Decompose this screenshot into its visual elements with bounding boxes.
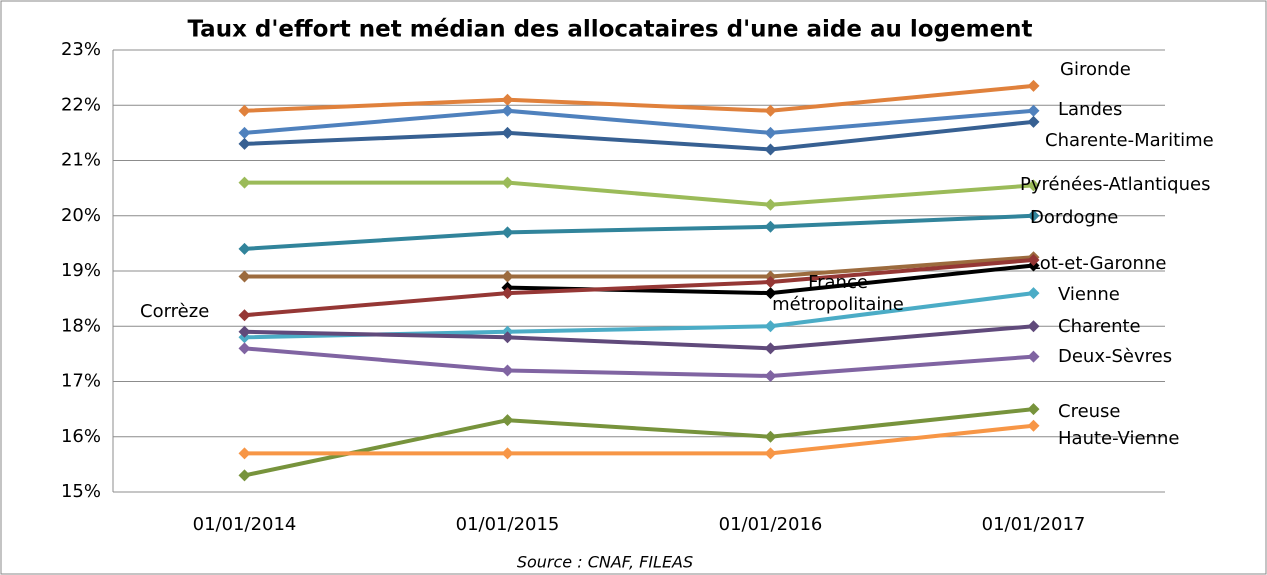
y-tick-label: 21%: [61, 150, 101, 171]
marker: [764, 220, 777, 233]
series-label: France métropolitaine: [772, 272, 904, 315]
marker: [501, 287, 514, 300]
marker: [501, 414, 514, 427]
y-tick-label: 15%: [61, 481, 101, 502]
y-tick-label: 18%: [61, 315, 101, 336]
series-line: [244, 255, 1034, 279]
marker: [238, 104, 251, 117]
series-label: Creuse: [1058, 401, 1121, 422]
marker: [764, 447, 777, 460]
marker: [501, 226, 514, 239]
marker: [238, 342, 251, 355]
marker: [1027, 179, 1040, 192]
series-label: Vienne: [1058, 284, 1120, 305]
marker: [1027, 79, 1040, 92]
marker: [1027, 350, 1040, 363]
marker: [1027, 115, 1040, 128]
marker: [764, 369, 777, 382]
source: Source : CNAF, FILEAS: [517, 553, 693, 572]
marker: [501, 364, 514, 377]
marker: [764, 198, 777, 211]
y-tick-label: 20%: [61, 205, 101, 226]
marker: [764, 104, 777, 117]
y-tick-label: 17%: [61, 371, 101, 392]
marker: [764, 287, 777, 300]
marker: [238, 176, 251, 189]
y-tick-label: 19%: [61, 260, 101, 281]
marker: [501, 331, 514, 344]
marker: [764, 320, 777, 333]
series-label: Pyrénées-Atlantiques: [1020, 174, 1210, 195]
series-line: [244, 257, 1034, 318]
marker: [238, 242, 251, 255]
marker: [238, 469, 251, 482]
marker: [238, 270, 251, 283]
marker: [501, 447, 514, 460]
marker: [1027, 320, 1040, 333]
y-tick-label: 16%: [61, 426, 101, 447]
marker: [501, 126, 514, 139]
marker: [764, 143, 777, 156]
series-label: Charente-Maritime: [1045, 130, 1214, 151]
marker: [1027, 403, 1040, 416]
series-line: [244, 423, 1034, 456]
marker: [764, 276, 777, 289]
marker: [501, 176, 514, 189]
series-label: Gironde: [1060, 59, 1131, 80]
chart-title: Taux d'effort net médian des allocataire…: [187, 17, 1032, 43]
marker: [238, 126, 251, 139]
series-label: Lot-et-Garonne: [1030, 253, 1166, 274]
marker: [1027, 209, 1040, 222]
x-tick-label: 01/01/2016: [719, 514, 823, 535]
marker: [501, 104, 514, 117]
series-line: [244, 180, 1034, 207]
series-line: [244, 119, 1034, 152]
marker: [764, 342, 777, 355]
marker: [1027, 287, 1040, 300]
series-label: Corrèze: [140, 301, 209, 322]
x-tick-label: 01/01/2017: [982, 514, 1086, 535]
series-label: Charente: [1058, 316, 1141, 337]
marker: [1027, 253, 1040, 266]
marker: [1027, 104, 1040, 117]
series-line: [244, 324, 1034, 351]
marker: [238, 325, 251, 338]
series-label: Landes: [1058, 99, 1122, 120]
marker: [501, 270, 514, 283]
marker: [238, 137, 251, 150]
marker: [501, 93, 514, 106]
series-label: Haute-Vienne: [1058, 428, 1179, 449]
series-label: Dordogne: [1030, 207, 1118, 228]
marker: [764, 430, 777, 443]
y-tick-label: 22%: [61, 94, 101, 115]
marker: [238, 447, 251, 460]
y-tick-label: 23%: [61, 39, 101, 60]
x-tick-label: 01/01/2014: [193, 514, 297, 535]
series-line: [244, 213, 1034, 251]
series-line: [244, 108, 1034, 135]
marker: [238, 309, 251, 322]
marker: [764, 126, 777, 139]
series-line: [244, 407, 1034, 478]
x-tick-label: 01/01/2015: [456, 514, 560, 535]
series-line: [244, 346, 1034, 378]
marker: [1027, 419, 1040, 432]
series-label: Deux-Sèvres: [1058, 346, 1172, 367]
series-line: [244, 83, 1034, 113]
